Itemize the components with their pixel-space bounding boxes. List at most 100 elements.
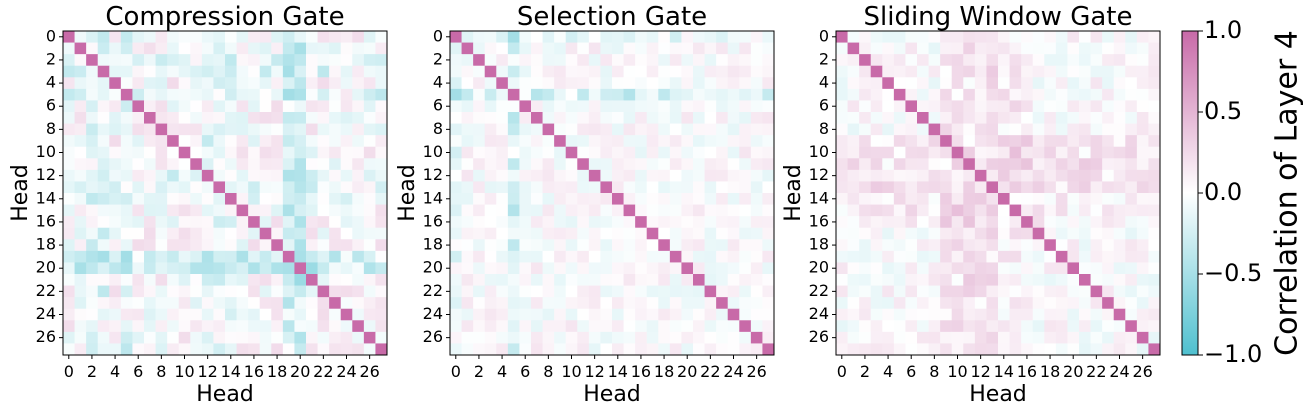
heatmap-cell [836,123,848,136]
heatmap-cell [484,343,497,356]
heatmap-cell [836,297,848,310]
heatmap-cell [329,343,342,356]
heatmap-cell [588,88,601,101]
heatmap-cells [450,31,775,356]
heatmap-cell [352,65,365,78]
heatmap-cell [132,77,145,90]
heatmap-cell [144,227,156,240]
heatmap-cell [847,123,860,136]
heatmap-cell [1090,193,1103,205]
heatmap-cell [669,54,682,67]
y-tick-label: 8 [819,119,829,138]
heatmap-cell [519,31,532,43]
heatmap-cell [317,285,330,298]
heatmap-cell [317,216,330,229]
heatmap-cell [461,285,474,298]
heatmap-cell [190,343,203,356]
heatmap-cell [600,204,613,217]
heatmap-cell [612,308,624,321]
heatmap-cell [294,169,307,182]
heatmap-cell [531,31,543,43]
colorbar-tick-label: 1.0 [1204,16,1242,44]
heatmap-cell [507,274,520,286]
heatmap-cell [1032,193,1045,205]
heatmap-cell [623,88,636,101]
heatmap-cell [201,169,214,182]
heatmap-cell [577,158,590,171]
y-tick-label: 24 [36,304,56,323]
heatmap-cell [213,112,226,124]
heatmap-cell [1021,54,1034,67]
heatmap-cell [917,169,929,182]
heatmap-cell [531,88,543,101]
heatmap-cell [635,146,648,159]
heatmap-cell [178,250,191,263]
heatmap-cell [1125,204,1138,217]
heatmap-cell [612,54,624,67]
heatmap-cell [669,146,682,159]
heatmap-cell [259,308,272,321]
heatmap-cell [213,42,226,55]
panel-title: Sliding Window Gate [864,2,1133,32]
heatmap-cell [554,88,567,101]
heatmap-cell [836,31,848,43]
heatmap-cell [225,77,237,90]
heatmap-cell [63,31,75,43]
heatmap-cell [450,77,462,90]
heatmap-cell [363,308,376,321]
heatmap-cell [577,297,590,310]
heatmap-cell [74,285,87,298]
heatmap-cell [201,100,214,113]
heatmap-cell [1113,274,1126,286]
heatmap-cell [282,123,295,136]
heatmap-cell [658,54,671,67]
heatmap-cell [998,123,1010,136]
heatmap-cell [986,343,999,356]
heatmap-cell [635,320,648,333]
heatmap-cell [1055,297,1068,310]
heatmap-cell [259,250,272,263]
heatmap-cell [329,146,342,159]
heatmap-cell [1113,193,1126,205]
heatmap-cell [1125,262,1138,275]
heatmap-cell [236,297,249,310]
heatmap-cell [1067,169,1080,182]
heatmap-cell [588,343,601,356]
heatmap-cell [531,77,543,90]
heatmap-cell [577,204,590,217]
heatmap-cell [716,77,729,90]
heatmap-cell [727,135,740,148]
heatmap-cell [213,123,226,136]
heatmap-cell [542,297,555,310]
heatmap-cell [1113,285,1126,298]
heatmap-cell [1148,54,1161,67]
heatmap-cell [213,308,226,321]
heatmap-cell [693,146,705,159]
heatmap-cell [86,77,99,90]
heatmap-cell [612,123,624,136]
heatmap-cell [554,42,567,55]
heatmap-cell [132,204,145,217]
heatmap-cell [86,320,99,333]
heatmap-cell [588,308,601,321]
heatmap-cell [623,146,636,159]
heatmap-cell [554,250,567,263]
heatmap-cell [588,204,601,217]
heatmap-cell [658,250,671,263]
heatmap-cell [750,169,763,182]
heatmap-cell [986,227,999,240]
heatmap-cell [1125,285,1138,298]
heatmap-cell [1148,343,1161,356]
heatmap-cell [963,100,976,113]
heatmap-cell [836,112,848,124]
heatmap-cell [762,297,775,310]
heatmap-cell [473,54,486,67]
heatmap-cell [1032,112,1045,124]
heatmap-cell [63,204,75,217]
heatmap-cell [294,274,307,286]
y-tick-label: 24 [423,304,443,323]
heatmap-cell [109,123,122,136]
heatmap-cell [974,169,987,182]
heatmap-cell [132,169,145,182]
heatmap-cell [940,88,953,101]
